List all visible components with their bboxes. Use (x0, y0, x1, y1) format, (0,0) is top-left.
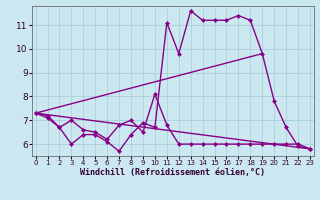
X-axis label: Windchill (Refroidissement éolien,°C): Windchill (Refroidissement éolien,°C) (80, 168, 265, 177)
